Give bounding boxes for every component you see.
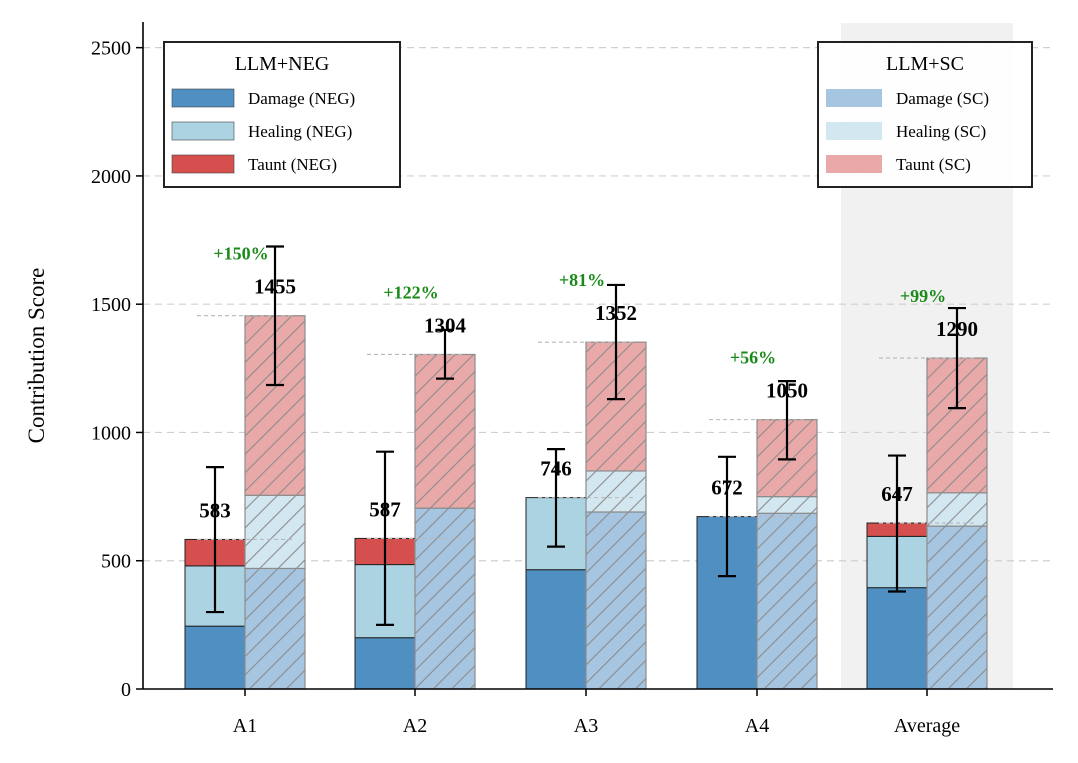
bar-damage-neg-a1 [184,625,246,690]
bar-damage-neg-a3 [525,569,587,690]
legend-llm-sc: LLM+SC Damage (SC) Healing (SC) Taunt (SC) [817,41,1033,188]
legend-swatch [171,88,235,108]
bar-damage-sc-average-hatch [926,525,988,690]
legend-entry: Healing (SC) [896,122,986,141]
bar-taunt-sc-a2-hatch [414,353,476,509]
x-tick-label: A1 [233,715,257,737]
total-label: 1290 [936,317,978,341]
y-tick-label: 2000 [91,166,131,188]
legend-swatch [826,122,882,140]
y-tick-label: 500 [101,551,131,573]
x-tick-label: A4 [745,715,769,737]
total-label: 647 [881,482,913,506]
bar-healing-sc-a1-hatch [244,494,306,570]
bar-healing-sc-a3-hatch [585,470,647,513]
total-label: 746 [540,457,572,481]
legend-entry: Taunt (SC) [896,155,971,174]
bar-healing-sc-a4-hatch [756,495,818,514]
improvement-label: +99% [900,286,946,306]
bar-damage-sc-a1-hatch [244,567,306,690]
legend-llm-neg: LLM+NEG Damage (NEG) Healing (NEG) Taunt (N… [163,41,401,188]
legend-swatch [171,121,235,141]
total-label: 1304 [424,313,467,337]
legend-swatch [826,155,882,173]
total-label: 1352 [595,301,637,325]
legend-entry: Healing (NEG) [248,122,352,141]
total-label: 587 [369,497,401,521]
total-label: 1455 [254,275,296,299]
y-axis-title: Contribution Score [24,268,49,444]
y-tick-label: 1500 [91,294,131,316]
bar-healing-sc-average-hatch [926,492,988,527]
total-label: 672 [711,476,743,500]
x-tick-label: A3 [574,715,598,737]
x-tick-label: Average [894,715,960,737]
bar-damage-sc-a3-hatch [585,511,647,690]
legend-swatch [171,154,235,174]
legend-title: LLM+SC [886,53,964,75]
y-tick-label: 0 [121,679,131,701]
legend-entry: Taunt (NEG) [248,155,337,174]
legend-swatch [826,89,882,107]
improvement-label: +122% [383,282,438,302]
total-label: 583 [199,498,231,522]
y-tick-label: 1000 [91,422,131,444]
legend-entry: Damage (NEG) [248,89,355,108]
bar-damage-sc-a4-hatch [756,512,818,690]
improvement-label: +81% [559,270,605,290]
legend-title: LLM+NEG [235,53,330,75]
bar-damage-sc-a2-hatch [414,507,476,690]
y-tick-label: 2500 [91,38,131,60]
legend-entry: Damage (SC) [896,89,989,108]
total-label: 1050 [766,379,808,403]
improvement-label: +56% [730,348,776,368]
bar-damage-neg-average [866,587,928,690]
improvement-label: +150% [213,244,268,264]
bar-damage-neg-a2 [354,637,416,690]
x-tick-label: A2 [403,715,427,737]
